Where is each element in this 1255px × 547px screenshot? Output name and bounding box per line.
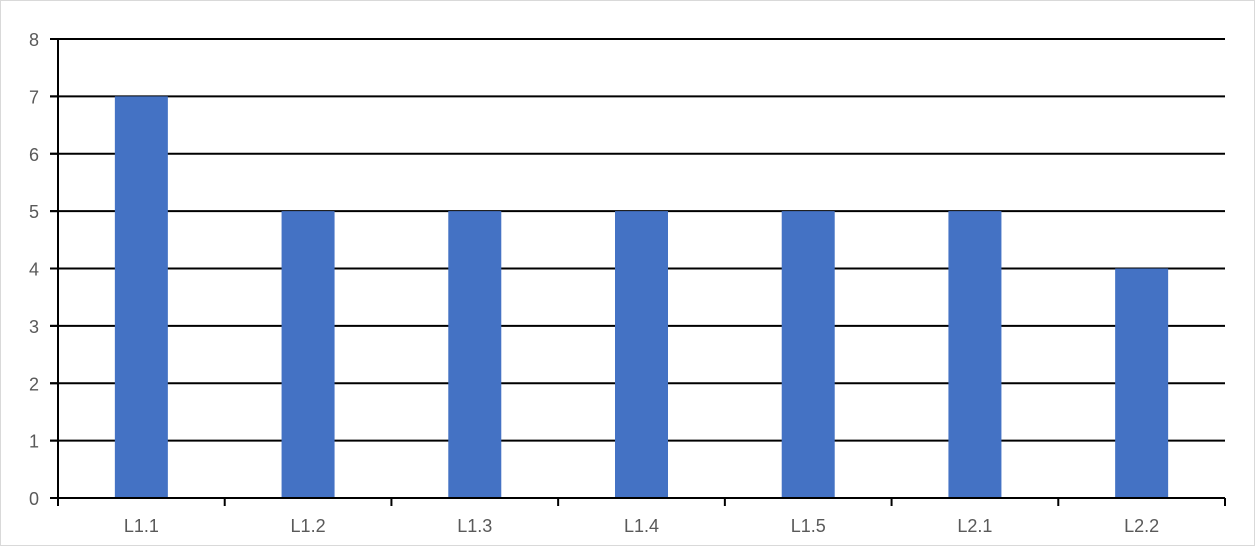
y-tick-label: 4 <box>29 260 39 280</box>
y-tick-label: 5 <box>29 202 39 222</box>
bar-L1.1 <box>114 96 168 498</box>
tick-labels: 0 1 2 3 4 5 6 7 8 L1.1 L1.2 L1.3 L1.4 L1.5 L2.1 L2.2 <box>29 30 1159 536</box>
bar-L1.3 <box>448 211 502 498</box>
axes <box>50 38 1226 506</box>
y-tick-label: 1 <box>29 432 39 452</box>
bars <box>114 96 1169 498</box>
bar-L1.5 <box>781 211 835 498</box>
bar-L1.2 <box>281 211 335 498</box>
y-tick-label: 0 <box>29 489 39 509</box>
y-tick-label: 2 <box>29 374 39 394</box>
x-tick-label: L2.1 <box>957 516 992 536</box>
x-tick-label: L2.2 <box>1124 516 1159 536</box>
x-tick-label: L1.1 <box>124 516 159 536</box>
x-tick-label: L1.5 <box>791 516 826 536</box>
x-tick-label: L1.4 <box>624 516 659 536</box>
bar-L2.2 <box>1115 268 1169 498</box>
y-tick-label: 7 <box>29 87 39 107</box>
x-tick-label: L1.2 <box>291 516 326 536</box>
bar-L2.1 <box>948 211 1002 498</box>
y-tick-label: 6 <box>29 145 39 165</box>
x-tick-label: L1.3 <box>457 516 492 536</box>
y-tick-label: 8 <box>29 30 39 50</box>
y-tick-label: 3 <box>29 317 39 337</box>
bar-L1.4 <box>615 211 668 498</box>
